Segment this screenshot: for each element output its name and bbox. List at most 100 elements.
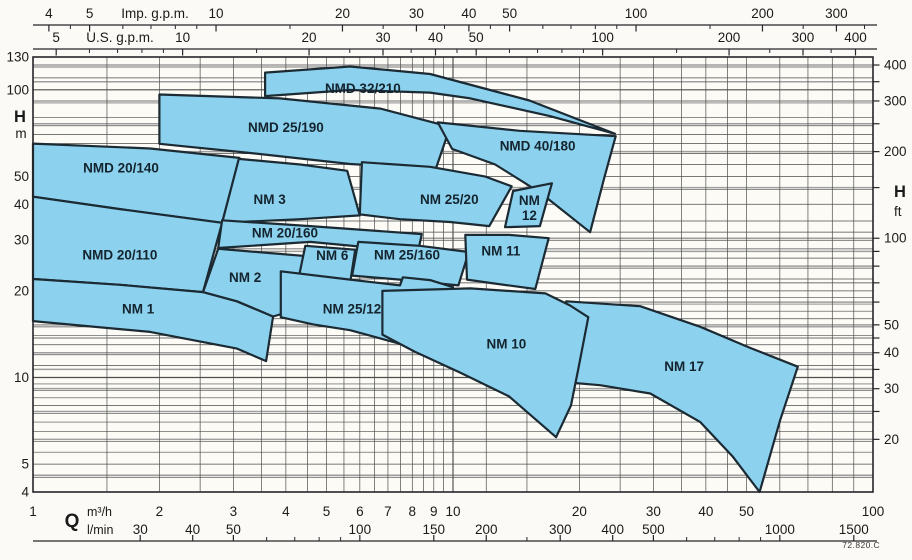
right-tick-label: 20 <box>884 432 899 447</box>
ruler-tick-label: 200 <box>751 6 774 21</box>
ruler-tick-label: 10 <box>175 30 190 45</box>
ruler-tick-label: 40 <box>461 6 476 21</box>
left-tick-label: 40 <box>14 197 29 212</box>
lmin-tick-label: 50 <box>226 522 241 537</box>
right-tick-label: 300 <box>884 93 907 108</box>
lmin-tick-label: 40 <box>185 522 200 537</box>
region-label-nm-1: NM 1 <box>122 302 155 317</box>
m3h-tick-label: 8 <box>409 504 417 519</box>
left-axis-title: H <box>14 108 26 126</box>
right-tick-label: 40 <box>884 345 899 360</box>
right-tick-label: 50 <box>884 317 899 332</box>
ruler-tick-label: 30 <box>409 6 424 21</box>
ruler-tick-label: 40 <box>428 30 443 45</box>
lmin-tick-label: 150 <box>423 522 446 537</box>
m3h-tick-label: 10 <box>445 504 460 519</box>
region-nm-1 <box>31 277 275 363</box>
pump-regions <box>31 65 799 494</box>
m3h-tick-label: 50 <box>739 504 754 519</box>
region-label-nmd-32-210: NMD 32/210 <box>325 81 401 96</box>
ruler-title: Imp. g.p.m. <box>121 6 189 21</box>
m3h-tick-label: 1 <box>29 504 37 519</box>
left-tick-label: 20 <box>14 283 29 298</box>
region-label-nmd-20-140: NMD 20/140 <box>83 160 159 175</box>
left-axis-unit: m <box>15 126 26 141</box>
ruler-tick-label: 30 <box>376 30 391 45</box>
ruler-tick-label: 50 <box>502 6 517 21</box>
lmin-tick-label: 300 <box>549 522 572 537</box>
ruler-imp-gpm: 4 5 10 20 30 40 50 100 200 300 Imp. g.p.m. <box>33 6 877 32</box>
ruler-tick-label: 50 <box>469 30 484 45</box>
region-label-nm-3: NM 3 <box>254 192 287 207</box>
lmin-tick-label: 1000 <box>765 522 795 537</box>
figure-code: 72.820.C <box>842 540 880 550</box>
left-tick-label: 10 <box>14 370 29 385</box>
ruler-tick-label: 5 <box>52 30 60 45</box>
m3h-tick-label: 2 <box>156 504 164 519</box>
pump-region-labels: NMD 25/190 NMD 32/210 NMD 40/180 NMD 20/140… <box>82 81 704 374</box>
m3h-tick-label: 30 <box>646 504 661 519</box>
left-tick-label: 50 <box>14 169 29 184</box>
region-nm-11 <box>464 233 550 291</box>
right-tick-label: 400 <box>884 58 907 73</box>
ruler-tick-label: 100 <box>591 30 614 45</box>
region-label-nmd-20-110: NMD 20/110 <box>82 247 157 262</box>
lmin-tick-label: 1500 <box>839 522 869 537</box>
region-nm-12 <box>503 182 553 229</box>
left-tick-label: 5 <box>21 457 29 472</box>
m3h-tick-label: 4 <box>282 504 290 519</box>
region-label-nm-11: NM 11 <box>481 244 521 259</box>
lmin-tick-label: 30 <box>133 522 148 537</box>
region-nm-25-160 <box>351 240 470 287</box>
q-axis-title: Q <box>65 511 80 532</box>
lmin-tick-label: 200 <box>475 522 498 537</box>
ruler-tick-label: 5 <box>86 6 94 21</box>
ruler-tick-label: 300 <box>825 6 848 21</box>
region-nmd-32-210 <box>264 65 617 135</box>
region-label-nmd-25-190: NMD 25/190 <box>248 120 324 135</box>
m3h-tick-label: 40 <box>698 504 713 519</box>
region-label-nm-25-160: NM 25/160 <box>374 247 440 262</box>
ruler-title: U.S. g.p.m. <box>86 30 154 45</box>
m3h-tick-label: 5 <box>323 504 331 519</box>
ruler-tick-label: 10 <box>209 6 224 21</box>
region-label-nm-20-160: NM 20/160 <box>252 225 318 240</box>
region-label-nm-6: NM 6 <box>316 248 349 263</box>
region-label-nm-2: NM 2 <box>229 270 261 285</box>
ruler-tick-label: 4 <box>45 6 53 21</box>
ruler-tick-label: 400 <box>844 30 867 45</box>
left-tick-label: 130 <box>6 50 29 65</box>
region-nmd-40-180 <box>436 121 617 234</box>
axis-left-h-m: 130 100 50 40 30 20 10 5 4 Hm <box>6 50 29 500</box>
right-tick-label: 200 <box>884 144 907 159</box>
m3h-unit-label: m³/h <box>87 505 112 519</box>
right-axis-title: H <box>894 183 906 201</box>
region-label-nm-25-20: NM 25/20 <box>420 192 479 207</box>
m3h-tick-label: 9 <box>430 504 438 519</box>
left-tick-label: 30 <box>14 233 29 248</box>
lmin-unit-label: l/min <box>87 523 113 537</box>
lmin-tick-label: 400 <box>601 522 624 537</box>
axis-right-h-ft: 400 300 200 100 50 40 30 20 Hft <box>873 58 907 447</box>
m3h-tick-label: 3 <box>230 504 238 519</box>
m3h-tick-label: 6 <box>356 504 364 519</box>
ruler-tick-label: 20 <box>335 6 350 21</box>
region-label-nm-10: NM 10 <box>487 336 527 351</box>
left-tick-label: 100 <box>6 82 29 97</box>
ruler-tick-label: 100 <box>625 6 648 21</box>
ruler-tick-label: 20 <box>302 30 317 45</box>
lmin-tick-label: 500 <box>642 522 665 537</box>
region-nm-25-20 <box>358 161 513 228</box>
region-label-nm-17: NM 17 <box>664 359 704 374</box>
ruler-us-gpm: 5 10 20 30 40 50 100 200 300 400 U.S. g.p.m. <box>33 30 877 56</box>
region-label-nm-25-12: NM 25/12 <box>323 302 382 317</box>
ruler-tick-label: 200 <box>718 30 741 45</box>
m3h-tick-label: 7 <box>384 504 392 519</box>
region-label-nm-12: NM 12 <box>519 193 540 223</box>
right-tick-label: 100 <box>884 231 907 246</box>
region-label-nmd-40-180: NMD 40/180 <box>500 138 576 153</box>
right-tick-label: 30 <box>884 381 899 396</box>
right-axis-unit: ft <box>894 204 902 219</box>
